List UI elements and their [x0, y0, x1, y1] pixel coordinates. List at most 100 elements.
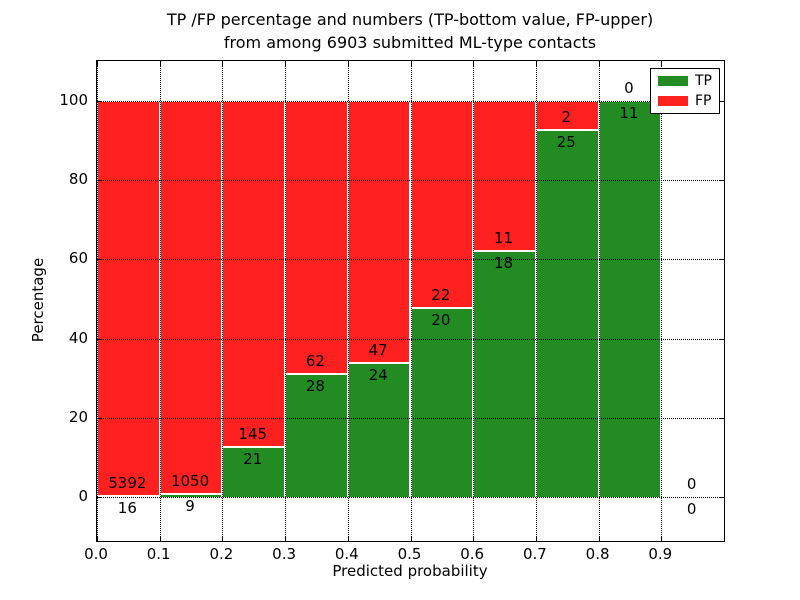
x-tick-label: 0.9	[648, 545, 673, 563]
chart-title: TP /FP percentage and numbers (TP-bottom…	[96, 8, 724, 54]
x-tick-mark	[473, 61, 475, 66]
x-tick-label: 0.7	[522, 545, 547, 563]
bar-segment-fp	[285, 100, 348, 374]
fp-count-label: 2	[561, 108, 572, 127]
y-tick-mark	[719, 259, 724, 261]
fp-count-label: 1050	[170, 471, 210, 490]
tp-count-label: 25	[556, 133, 576, 152]
y-tick-mark	[97, 259, 102, 261]
x-tick-mark	[410, 536, 412, 541]
x-tick-mark	[347, 61, 349, 66]
x-tick-mark	[285, 61, 287, 66]
y-tick-label: 80	[68, 170, 88, 188]
x-tick-label: 0.1	[146, 545, 171, 563]
gridline-vertical	[473, 61, 475, 541]
gridline-horizontal	[97, 418, 724, 420]
fp-swatch-icon	[658, 96, 688, 106]
chart-title-line1: TP /FP percentage and numbers (TP-bottom…	[166, 10, 654, 29]
x-tick-label: 0.6	[460, 545, 485, 563]
gridline-vertical	[347, 61, 349, 541]
fp-count-label: 62	[305, 351, 325, 370]
x-tick-mark	[285, 536, 287, 541]
bar-segment-fp	[159, 100, 223, 494]
gridline-vertical	[410, 61, 412, 541]
x-axis-label: Predicted probability	[332, 562, 488, 580]
bar-segment-tp	[598, 100, 662, 498]
tp-swatch-icon	[658, 76, 688, 86]
bar-segment-tp	[285, 373, 348, 498]
bar-segment-fp	[410, 100, 474, 309]
x-tick-mark	[159, 61, 161, 66]
x-tick-label: 0.8	[585, 545, 610, 563]
chart-title-line2: from among 6903 submitted ML-type contac…	[223, 33, 597, 52]
y-tick-label: 60	[68, 249, 88, 268]
fp-count-label: 11	[494, 229, 514, 248]
gridline-vertical	[222, 61, 224, 541]
y-tick-label: 20	[68, 408, 88, 427]
tp-count-label: 28	[305, 376, 325, 395]
fp-count-label: 22	[431, 286, 451, 305]
tp-count-label: 0	[686, 500, 697, 519]
x-tick-label: 0.3	[272, 545, 297, 563]
tp-count-label: 18	[494, 254, 514, 273]
gridline-vertical	[661, 61, 663, 541]
gridline-horizontal	[97, 180, 724, 181]
gridline-horizontal	[97, 338, 724, 340]
y-tick-mark	[97, 497, 102, 499]
y-tick-mark	[719, 338, 724, 340]
gridline-vertical	[598, 61, 600, 541]
x-tick-mark	[535, 536, 537, 541]
y-tick-mark	[719, 497, 724, 499]
x-tick-mark	[661, 536, 663, 541]
bar-segment-tp	[535, 130, 599, 498]
fp-count-label: 145	[238, 425, 268, 444]
x-tick-mark	[222, 61, 224, 66]
y-tick-mark	[97, 338, 102, 340]
y-tick-label: 40	[68, 328, 88, 347]
x-tick-mark	[347, 536, 349, 541]
legend-row: FP	[658, 94, 712, 108]
x-tick-label: 0.2	[209, 545, 234, 563]
gridline-horizontal	[97, 259, 724, 261]
gridline-vertical	[97, 61, 98, 541]
x-tick-mark	[661, 61, 663, 66]
x-tick-mark	[473, 536, 475, 541]
x-tick-mark	[598, 61, 600, 66]
y-tick-mark	[719, 180, 724, 181]
y-tick-mark	[97, 418, 102, 420]
legend-label: FP	[695, 93, 712, 109]
bar-segment-fp	[222, 100, 286, 448]
y-tick-label: 0	[78, 487, 88, 506]
legend: TP FP	[650, 68, 720, 114]
legend-row: TP	[658, 74, 712, 88]
x-tick-mark	[598, 536, 600, 541]
fp-count-label: 5392	[108, 474, 147, 493]
bar-segment-tp	[222, 447, 286, 498]
bar-segment-tp	[410, 308, 474, 498]
legend-label: TP	[695, 73, 712, 89]
gridline-horizontal	[97, 100, 724, 102]
x-tick-mark	[159, 536, 161, 541]
x-tick-label: 0.0	[84, 545, 108, 563]
x-tick-mark	[222, 536, 224, 541]
x-tick-mark	[97, 536, 98, 541]
bar-segment-tp	[473, 251, 536, 498]
fp-count-label: 0	[686, 475, 697, 494]
tp-count-label: 21	[243, 450, 263, 469]
tp-count-label: 11	[619, 103, 639, 122]
x-tick-mark	[535, 61, 537, 66]
tp-count-label: 24	[368, 366, 388, 385]
x-tick-mark	[97, 61, 98, 66]
x-tick-label: 0.4	[334, 545, 359, 563]
bar-segment-tp	[347, 363, 411, 498]
x-tick-mark	[410, 61, 412, 66]
fp-count-label: 47	[368, 341, 388, 360]
y-tick-mark	[97, 180, 102, 181]
gridline-vertical	[159, 61, 161, 541]
plot-area	[96, 60, 725, 542]
gridline-vertical	[285, 61, 287, 541]
y-tick-mark	[719, 418, 724, 420]
tp-count-label: 9	[185, 496, 195, 515]
bar-segment-fp	[97, 100, 160, 497]
